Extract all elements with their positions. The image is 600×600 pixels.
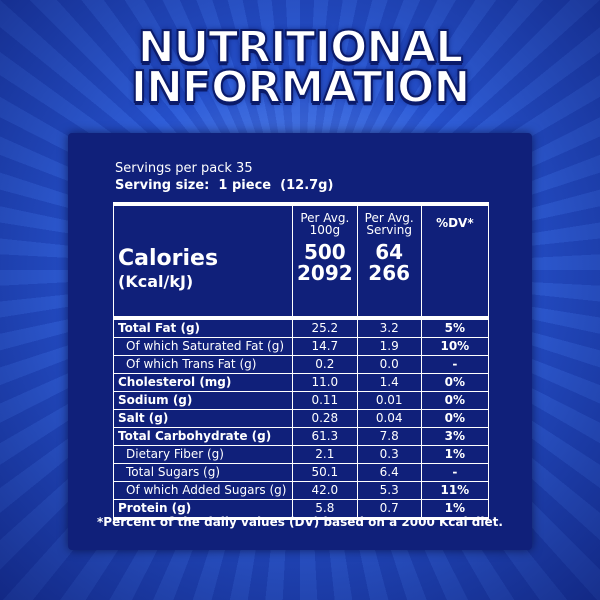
calories-value: 500 [303, 240, 346, 264]
calories-cell: Calories (Kcal/kJ) [113, 203, 293, 320]
nutrient-name: Total Carbohydrate (g) [113, 427, 293, 446]
per-serving: 0.7 [356, 499, 422, 519]
per-serving: 5.3 [356, 481, 422, 500]
nutrient-name: Protein (g) [113, 499, 293, 519]
nutrient-name: Of which Added Sugars (g) [113, 481, 293, 500]
daily-value: 11% [420, 481, 490, 500]
col-dv: %DV* [420, 203, 490, 320]
nutrient-name: Cholesterol (mg) [113, 373, 293, 392]
per-100g: 42.0 [292, 481, 358, 500]
per-100g: 14.7 [292, 337, 358, 356]
title-line: INFORMATION [130, 61, 472, 114]
nutrient-row: Sodium (g) 0.11 0.01 0% [113, 391, 490, 410]
daily-value: - [420, 355, 490, 374]
column-header: Per Avg. 100g [300, 211, 350, 237]
nutrient-row: Cholesterol (mg) 11.0 1.4 0% [113, 373, 490, 392]
daily-value: 0% [420, 409, 490, 428]
per-100g: 0.28 [292, 409, 358, 428]
per-serving: 1.4 [356, 373, 422, 392]
column-header: Per Avg. Serving [364, 211, 414, 237]
calories-value: 266 [368, 261, 411, 285]
nutrient-name: Salt (g) [113, 409, 293, 428]
daily-value: 0% [420, 373, 490, 392]
per-100g: 50.1 [292, 463, 358, 482]
col-serving: Per Avg. Serving 64 266 [356, 203, 422, 320]
nutrient-row: Total Fat (g) 25.2 3.2 5% [113, 317, 490, 338]
per-serving: 7.8 [356, 427, 422, 446]
calories-unit: (Kcal/kJ) [118, 272, 194, 291]
title-line: NUTRITIONAL [137, 21, 465, 74]
nutrient-row: Salt (g) 0.28 0.04 0% [113, 409, 490, 428]
nutrient-row: Of which Saturated Fat (g) 14.7 1.9 10% [113, 337, 490, 356]
daily-value: - [420, 463, 490, 482]
per-serving: 0.04 [356, 409, 422, 428]
footnote: *Percent of the daily values (DV) based … [97, 515, 503, 529]
nutrient-row: Total Sugars (g) 50.1 6.4- [113, 463, 490, 482]
per-100g: 11.0 [292, 373, 358, 392]
col-100g: Per Avg. 100g 500 2092 [292, 203, 358, 320]
per-serving: 0.01 [356, 391, 422, 410]
nutrition-table: Calories (Kcal/kJ) Per Avg. 100g 500 209… [113, 202, 490, 520]
daily-value: 1% [420, 499, 490, 519]
per-100g: 0.2 [292, 355, 358, 374]
daily-value: 0% [420, 391, 490, 410]
per-100g: 2.1 [292, 445, 358, 464]
per-100g: 61.3 [292, 427, 358, 446]
calories-value: 2092 [297, 261, 353, 285]
nutrient-name: Of which Trans Fat (g) [113, 355, 293, 374]
servings-per-pack: Servings per pack 35 [115, 161, 253, 176]
per-serving: 3.2 [356, 317, 422, 338]
nutrient-name: Total Sugars (g) [113, 463, 293, 482]
calories-value: 64 [375, 240, 404, 264]
daily-value: 3% [420, 427, 490, 446]
nutrient-name: Dietary Fiber (g) [113, 445, 293, 464]
nutrient-row: Protein (g) 5.8 0.7 1% [113, 499, 490, 519]
nutrient-row: Total Carbohydrate (g) 61.3 7.8 3% [113, 427, 490, 446]
nutrient-name: Total Fat (g) [113, 317, 293, 338]
daily-value: 10% [420, 337, 490, 356]
per-serving: 6.4 [356, 463, 422, 482]
nutrient-row: Of which Trans Fat (g) 0.2 0.0- [113, 355, 490, 374]
header-row: Calories (Kcal/kJ) Per Avg. 100g 500 209… [113, 203, 490, 320]
daily-value: 5% [420, 317, 490, 338]
per-100g: 25.2 [292, 317, 358, 338]
per-serving: 1.9 [356, 337, 422, 356]
nutrient-name: Sodium (g) [113, 391, 293, 410]
nutrient-row: Of which Added Sugars (g) 42.0 5.3 11% [113, 481, 490, 500]
calories-label: Calories [118, 246, 219, 271]
column-header: %DV* [436, 216, 474, 230]
per-serving: 0.0 [356, 355, 422, 374]
serving-size: Serving size: 1 piece (12.7g) [115, 178, 334, 193]
nutrient-name: Of which Saturated Fat (g) [113, 337, 293, 356]
per-100g: 0.11 [292, 391, 358, 410]
daily-value: 1% [420, 445, 490, 464]
per-serving: 0.3 [356, 445, 422, 464]
nutrient-row: Dietary Fiber (g) 2.1 0.3 1% [113, 445, 490, 464]
